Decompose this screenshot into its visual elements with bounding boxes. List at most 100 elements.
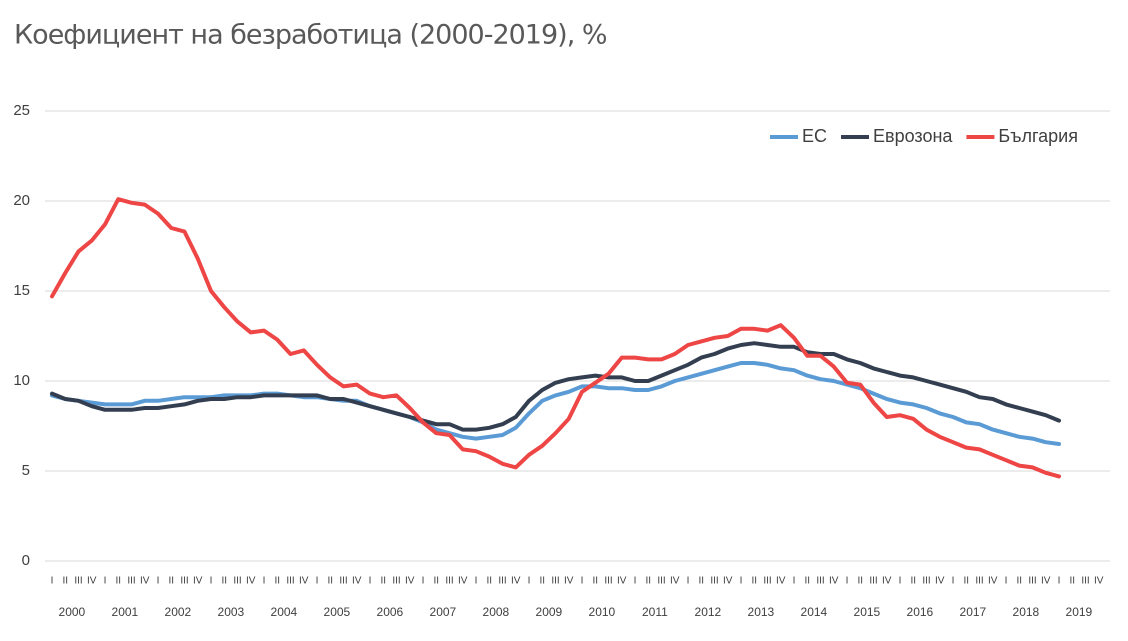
- chart-title: Коефициент на безработица (2000-2019), %: [14, 20, 607, 51]
- legend-label: ЕС: [802, 126, 827, 146]
- series-line: [50, 197, 1061, 479]
- year-label: 2016: [907, 605, 934, 619]
- x-tick-label: III: [551, 576, 559, 587]
- x-tick-label: IV: [246, 576, 256, 587]
- x-tick-label: III: [657, 576, 665, 587]
- x-tick-label: I: [157, 576, 160, 587]
- x-tick-label: IV: [935, 576, 945, 587]
- x-tick-label: III: [498, 576, 506, 587]
- year-label: 2003: [218, 605, 245, 619]
- x-tick-label: II: [168, 576, 174, 587]
- x-tick-label: III: [445, 576, 453, 587]
- x-tick-label: II: [539, 576, 545, 587]
- x-tick-label: III: [869, 576, 877, 587]
- x-tick-label: I: [846, 576, 849, 587]
- x-tick-label: I: [104, 576, 107, 587]
- y-tick-label: 10: [13, 372, 30, 389]
- x-tick-label: IV: [511, 576, 521, 587]
- x-tick-label: I: [1058, 576, 1061, 587]
- x-tick-label: II: [1016, 576, 1022, 587]
- legend: ЕС Еврозона България: [770, 126, 1078, 146]
- year-label: 2010: [589, 605, 616, 619]
- x-tick-label: IV: [882, 576, 892, 587]
- x-tick-label: I: [740, 576, 743, 587]
- x-tick-label: IV: [87, 576, 97, 587]
- x-tick-label: IV: [670, 576, 680, 587]
- x-tick-label: I: [687, 576, 690, 587]
- x-tick-label: III: [975, 576, 983, 587]
- x-tick-label: II: [274, 576, 280, 587]
- x-tick-label: III: [763, 576, 771, 587]
- x-tick-label: II: [963, 576, 969, 587]
- x-tick-label: I: [369, 576, 372, 587]
- year-label: 2019: [1066, 605, 1093, 619]
- x-tick-label: III: [127, 576, 135, 587]
- x-tick-label: I: [422, 576, 425, 587]
- y-tick-label: 15: [13, 282, 30, 299]
- y-tick-label: 25: [13, 102, 30, 119]
- series-line: [50, 341, 1061, 432]
- legend-label: България: [998, 126, 1078, 146]
- year-label: 2013: [748, 605, 775, 619]
- x-tick-label: I: [1005, 576, 1008, 587]
- x-tick-label: III: [180, 576, 188, 587]
- x-tick-label: III: [1081, 576, 1089, 587]
- year-label: 2002: [165, 605, 192, 619]
- x-tick-label: I: [475, 576, 478, 587]
- year-label: 2001: [112, 605, 139, 619]
- x-tick-label: IV: [564, 576, 574, 587]
- x-tick-label: I: [210, 576, 213, 587]
- x-tick-label: II: [115, 576, 121, 587]
- x-tick-label: I: [263, 576, 266, 587]
- x-tick-label: IV: [988, 576, 998, 587]
- year-label: 2007: [430, 605, 457, 619]
- x-tick-label: IV: [617, 576, 627, 587]
- x-tick-label: III: [339, 576, 347, 587]
- x-tick-label: II: [592, 576, 598, 587]
- x-tick-label: III: [922, 576, 930, 587]
- x-tick-label: I: [316, 576, 319, 587]
- series-line: [50, 361, 1061, 446]
- x-tick-label: I: [899, 576, 902, 587]
- x-tick-label: III: [604, 576, 612, 587]
- year-label: 2017: [960, 605, 987, 619]
- year-label: 2012: [695, 605, 722, 619]
- y-tick-label: 0: [22, 552, 30, 569]
- year-label: 2014: [801, 605, 828, 619]
- x-tick-label: II: [645, 576, 651, 587]
- year-label: 2009: [536, 605, 563, 619]
- x-tick-label: III: [816, 576, 824, 587]
- x-tick-label: IV: [193, 576, 203, 587]
- year-label: 2000: [59, 605, 86, 619]
- x-tick-label: I: [51, 576, 54, 587]
- x-tick-label: I: [528, 576, 531, 587]
- y-tick-label: 5: [22, 462, 30, 479]
- x-tick-label: II: [1069, 576, 1075, 587]
- year-label: 2004: [271, 605, 298, 619]
- x-tick-label: I: [581, 576, 584, 587]
- year-label: 2018: [1013, 605, 1040, 619]
- x-tick-label: IV: [405, 576, 415, 587]
- x-tick-label: II: [804, 576, 810, 587]
- x-tick-label: III: [74, 576, 82, 587]
- x-tick-label: II: [486, 576, 492, 587]
- y-tick-label: 20: [13, 192, 30, 209]
- x-tick-label: III: [286, 576, 294, 587]
- x-tick-label: II: [910, 576, 916, 587]
- x-tick-label: IV: [1041, 576, 1051, 587]
- x-tick-label: II: [62, 576, 68, 587]
- year-label: 2006: [377, 605, 404, 619]
- year-label: 2005: [324, 605, 351, 619]
- year-label: 2011: [642, 605, 668, 619]
- x-tick-label: I: [952, 576, 955, 587]
- x-tick-label: IV: [829, 576, 839, 587]
- x-tick-label: II: [327, 576, 333, 587]
- year-label: 2008: [483, 605, 510, 619]
- year-label: 2015: [854, 605, 881, 619]
- x-tick-label: IV: [352, 576, 362, 587]
- legend-label: Еврозона: [873, 126, 953, 146]
- x-tick-label: II: [751, 576, 757, 587]
- x-tick-label: III: [233, 576, 241, 587]
- x-tick-label: I: [634, 576, 637, 587]
